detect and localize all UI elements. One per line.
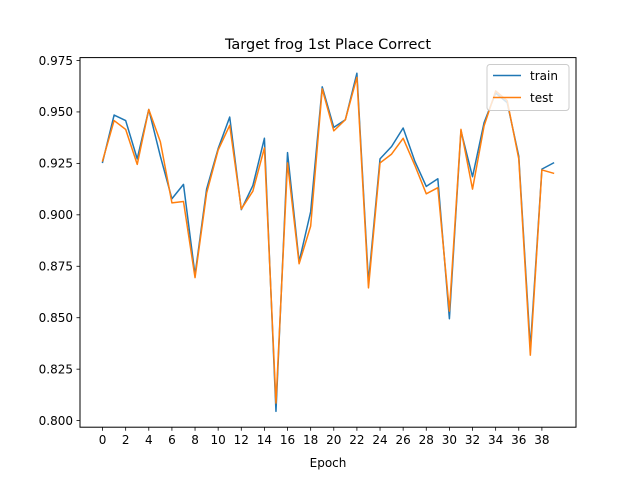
x-tick-label: 26 (396, 433, 411, 447)
y-tick-label: 0.900 (39, 208, 73, 222)
legend: train test (486, 64, 570, 111)
x-tick-label: 38 (534, 433, 549, 447)
x-axis-label: Epoch (310, 456, 347, 470)
x-tick-label: 14 (257, 433, 272, 447)
x-tick-label: 8 (191, 433, 199, 447)
x-tick-label: 10 (211, 433, 226, 447)
y-tick-label: 0.975 (39, 54, 73, 68)
y-tick-label: 0.850 (39, 311, 73, 325)
x-tick-label: 16 (280, 433, 295, 447)
x-tick-label: 12 (234, 433, 249, 447)
x-tick-label: 20 (326, 433, 341, 447)
series-line-test (101, 76, 555, 404)
y-tick-label: 0.925 (39, 157, 73, 171)
x-tick-label: 0 (99, 433, 107, 447)
x-tick-label: 22 (349, 433, 364, 447)
y-axis: 0.800 0.825 0.850 0.875 0.900 0.925 0.950 0.975 (39, 54, 80, 428)
y-tick-label: 0.875 (39, 260, 73, 274)
x-tick-label: 6 (168, 433, 176, 447)
x-tick-label: 24 (372, 433, 387, 447)
x-tick-label: 36 (511, 433, 526, 447)
x-tick-label: 18 (303, 433, 318, 447)
x-tick-label: 34 (488, 433, 503, 447)
axes-frame (79, 57, 577, 428)
plot-area (101, 72, 555, 413)
x-tick-label: 4 (145, 433, 153, 447)
y-tick-label: 0.950 (39, 105, 73, 119)
y-tick-label: 0.825 (39, 362, 73, 376)
x-axis: 0 2 4 6 8 10 12 14 16 18 20 22 24 26 28 30 32 34 36 38 (99, 427, 550, 447)
x-tick-label: 30 (442, 433, 457, 447)
legend-label-train: train (530, 69, 558, 83)
chart-title: Target frog 1st Place Correct (224, 37, 431, 53)
x-tick-label: 2 (122, 433, 130, 447)
x-tick-label: 28 (419, 433, 434, 447)
y-tick-label: 0.800 (39, 414, 73, 428)
x-tick-label: 32 (465, 433, 480, 447)
legend-label-test: test (530, 91, 553, 105)
